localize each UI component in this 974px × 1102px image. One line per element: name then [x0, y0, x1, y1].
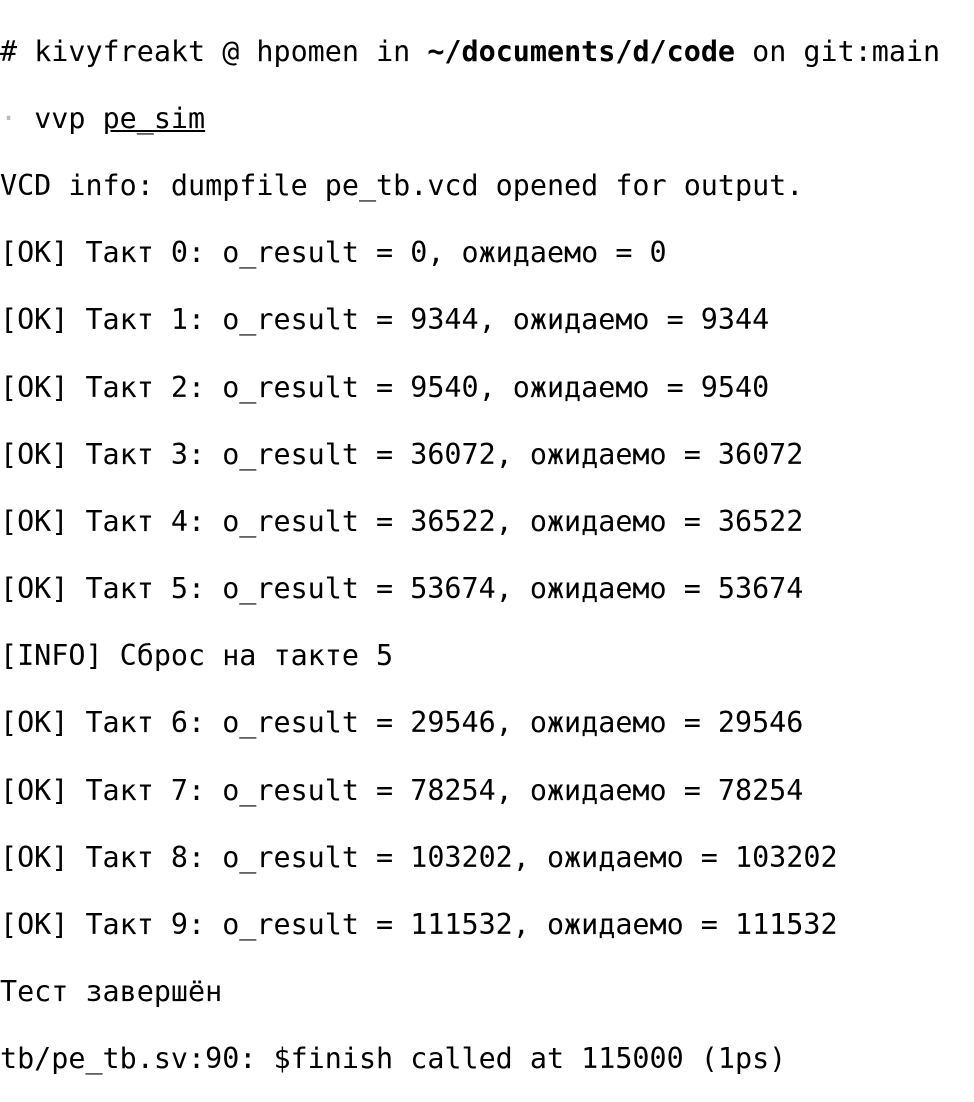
output-line: [OK] Такт 8: o_result = 103202, ожидаемо…: [0, 840, 838, 874]
output-line: [OK] Такт 4: o_result = 36522, ожидаемо …: [0, 504, 804, 538]
prompt-branch: git:main: [803, 34, 941, 68]
command-marker: ·: [0, 101, 18, 135]
prompt-at: @: [222, 34, 240, 68]
prompt-path: ~/documents/d/code: [427, 34, 736, 68]
output-line: Тест завершён: [0, 975, 223, 1009]
prompt-in: in: [376, 34, 411, 68]
command-arg: pe_sim: [102, 101, 206, 135]
output-line: tb/pe_tb.sv:90: $finish called at 115000…: [0, 1042, 787, 1076]
output-line: [OK] Такт 3: o_result = 36072, ожидаемо …: [0, 437, 804, 471]
prompt-line: # kivyfreakt @ hpomen in ~/documents/d/c…: [0, 35, 974, 69]
output-line: [OK] Такт 7: o_result = 78254, ожидаемо …: [0, 773, 804, 807]
output-line: VCD info: dumpfile pe_tb.vcd opened for …: [0, 168, 804, 202]
output-line: [INFO] Сброс на такте 5: [0, 639, 394, 673]
output-line: [OK] Такт 6: o_result = 29546, ожидаемо …: [0, 706, 804, 740]
prompt-on: on: [752, 34, 787, 68]
command-name: vvp: [34, 101, 86, 135]
output-line: [OK] Такт 0: o_result = 0, ожидаемо = 0: [0, 236, 667, 270]
prompt-user: kivyfreakt: [34, 34, 206, 68]
output-line: [OK] Такт 2: o_result = 9540, ожидаемо =…: [0, 370, 770, 404]
output-line: [OK] Такт 5: o_result = 53674, ожидаемо …: [0, 572, 804, 606]
output-line: [OK] Такт 1: o_result = 9344, ожидаемо =…: [0, 303, 770, 337]
prompt-host: hpomen: [256, 34, 359, 68]
prompt-hash: #: [0, 34, 18, 68]
command-line[interactable]: · vvp pe_sim: [0, 102, 974, 136]
output-line: [OK] Такт 9: o_result = 111532, ожидаемо…: [0, 908, 838, 942]
